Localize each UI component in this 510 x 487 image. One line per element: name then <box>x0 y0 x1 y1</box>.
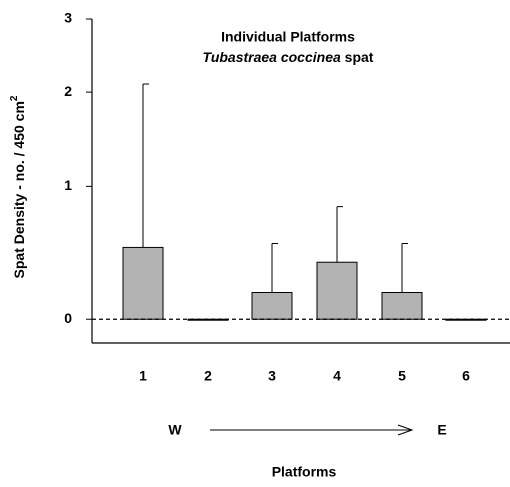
y-tick-label: 2 <box>64 83 72 99</box>
bar <box>122 246 164 320</box>
x-tick-label: 3 <box>268 368 276 384</box>
x-tick-label: 6 <box>462 368 470 384</box>
annotation: E <box>437 422 446 438</box>
bar <box>381 291 423 320</box>
x-tick-label: 1 <box>139 368 147 384</box>
y-tick-label: 0 <box>64 310 72 326</box>
y-axis-label: Spat Density - no. / 450 cm2 <box>9 95 27 278</box>
subtitle-italic: Tubastraea coccinea <box>203 49 341 65</box>
x-tick-label: 5 <box>398 368 406 384</box>
x-tick-label: 4 <box>333 368 341 384</box>
y-tick-label: 1 <box>64 177 72 193</box>
chart-subtitle: Tubastraea coccinea spat <box>203 49 374 65</box>
x-tick-label: 2 <box>204 368 212 384</box>
y-tick-label: 3 <box>64 10 72 26</box>
y-label-sup: 2 <box>9 95 20 101</box>
bar <box>251 291 293 320</box>
x-axis-label: Platforms <box>272 464 337 480</box>
chart-title: Individual Platforms <box>221 29 355 45</box>
subtitle-rest: spat <box>345 49 374 65</box>
bar <box>316 261 358 320</box>
annotation: W <box>168 422 182 438</box>
y-label-main: Spat Density - no. / 450 cm <box>11 101 27 278</box>
arrow-head <box>397 424 414 436</box>
